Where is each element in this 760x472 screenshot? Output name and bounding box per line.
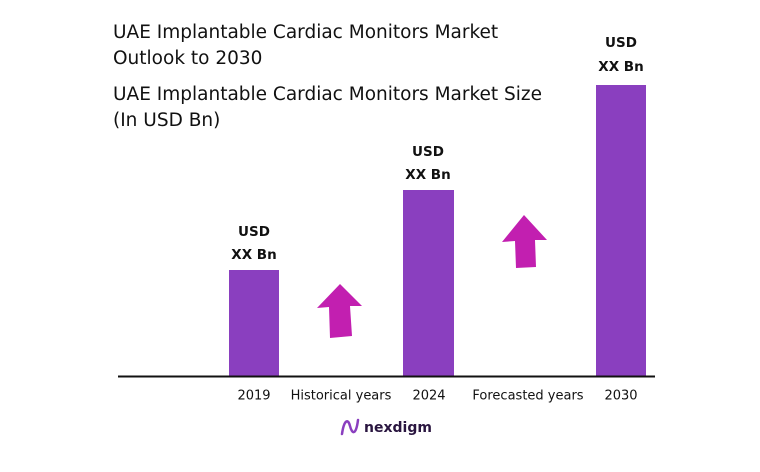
logo-text: nexdigm (364, 420, 432, 436)
year-label: 2019 (237, 389, 270, 404)
title-line: UAE Implantable Cardiac Monitors Market (113, 22, 498, 43)
bar-label: XX Bn (405, 167, 450, 183)
subtitle-line: UAE Implantable Cardiac Monitors Market … (113, 84, 542, 105)
year-label: 2030 (604, 389, 637, 404)
bar-label: USD (412, 144, 444, 160)
bar-label: XX Bn (598, 59, 643, 75)
bar (403, 190, 454, 376)
growth-arrow (317, 284, 362, 338)
bar (596, 85, 646, 376)
bar (229, 270, 279, 376)
year-label: 2024 (412, 389, 445, 404)
bar-label: USD (238, 224, 270, 240)
subtitle-line: (In USD Bn) (113, 110, 220, 131)
logo-mark (340, 418, 360, 436)
period-label: Forecasted years (472, 389, 583, 404)
period-label: Historical years (291, 389, 392, 404)
bar-label: XX Bn (231, 247, 276, 263)
bar-label: USD (605, 35, 637, 51)
growth-arrow (502, 215, 547, 268)
title-line: Outlook to 2030 (113, 48, 262, 69)
